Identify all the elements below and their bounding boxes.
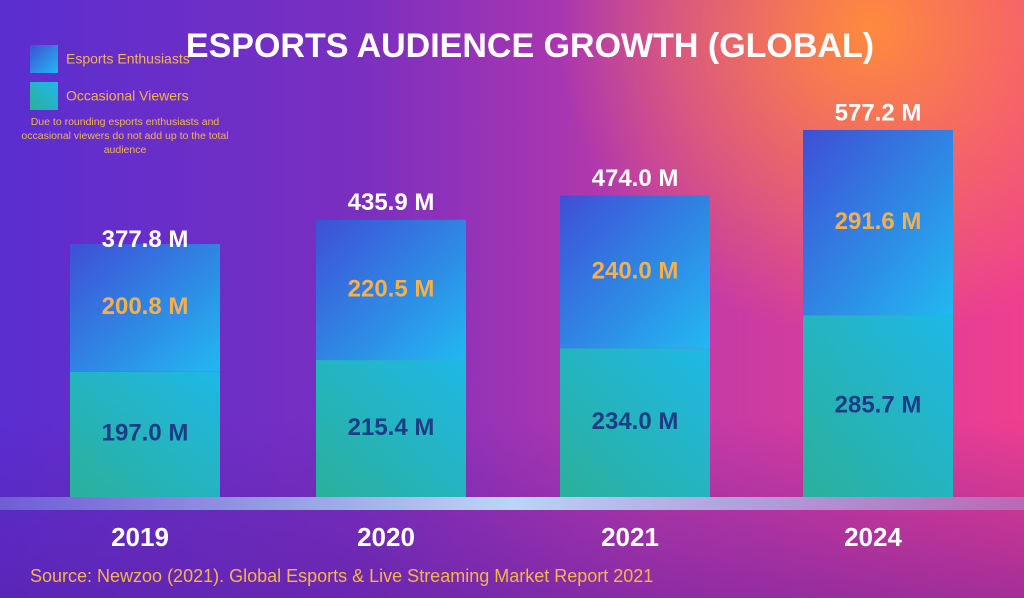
bar-segment bbox=[70, 371, 220, 497]
bar-segment bbox=[560, 195, 710, 349]
bar-segment bbox=[560, 348, 710, 497]
total-label: 377.8 M bbox=[102, 226, 189, 253]
legend-label: Occasional Viewers bbox=[66, 88, 189, 104]
value-label: 285.7 M bbox=[835, 392, 922, 419]
bar-segment bbox=[803, 315, 953, 497]
value-label: 234.0 M bbox=[592, 408, 679, 435]
total-label: 474.0 M bbox=[592, 165, 679, 192]
bar-segment bbox=[316, 360, 466, 497]
value-label: 291.6 M bbox=[835, 208, 922, 235]
legend-swatch bbox=[30, 45, 58, 73]
total-label: 577.2 M bbox=[835, 99, 922, 126]
value-label: 240.0 M bbox=[592, 257, 679, 284]
bar-segment bbox=[803, 129, 953, 316]
x-tick-label: 2024 bbox=[844, 522, 902, 552]
value-label: 200.8 M bbox=[102, 293, 189, 320]
value-label: 220.5 M bbox=[348, 275, 435, 302]
note: Due to rounding esports enthusiasts and … bbox=[21, 116, 229, 156]
chart-title: ESPORTS AUDIENCE GROWTH (GLOBAL) bbox=[186, 27, 874, 65]
base-strip bbox=[0, 497, 1024, 510]
total-label: 435.9 M bbox=[348, 189, 435, 216]
legend-swatch bbox=[30, 82, 58, 110]
bar-segment bbox=[70, 244, 220, 372]
x-tick-label: 2021 bbox=[601, 522, 659, 552]
value-label: 197.0 M bbox=[102, 420, 189, 447]
source: Source: Newzoo (2021). Global Esports & … bbox=[30, 566, 653, 586]
bar-segment bbox=[316, 219, 466, 361]
value-label: 215.4 M bbox=[348, 414, 435, 441]
legend-label: Esports Enthusiasts bbox=[66, 51, 190, 67]
x-tick-label: 2020 bbox=[357, 522, 415, 552]
x-tick-label: 2019 bbox=[111, 522, 169, 552]
